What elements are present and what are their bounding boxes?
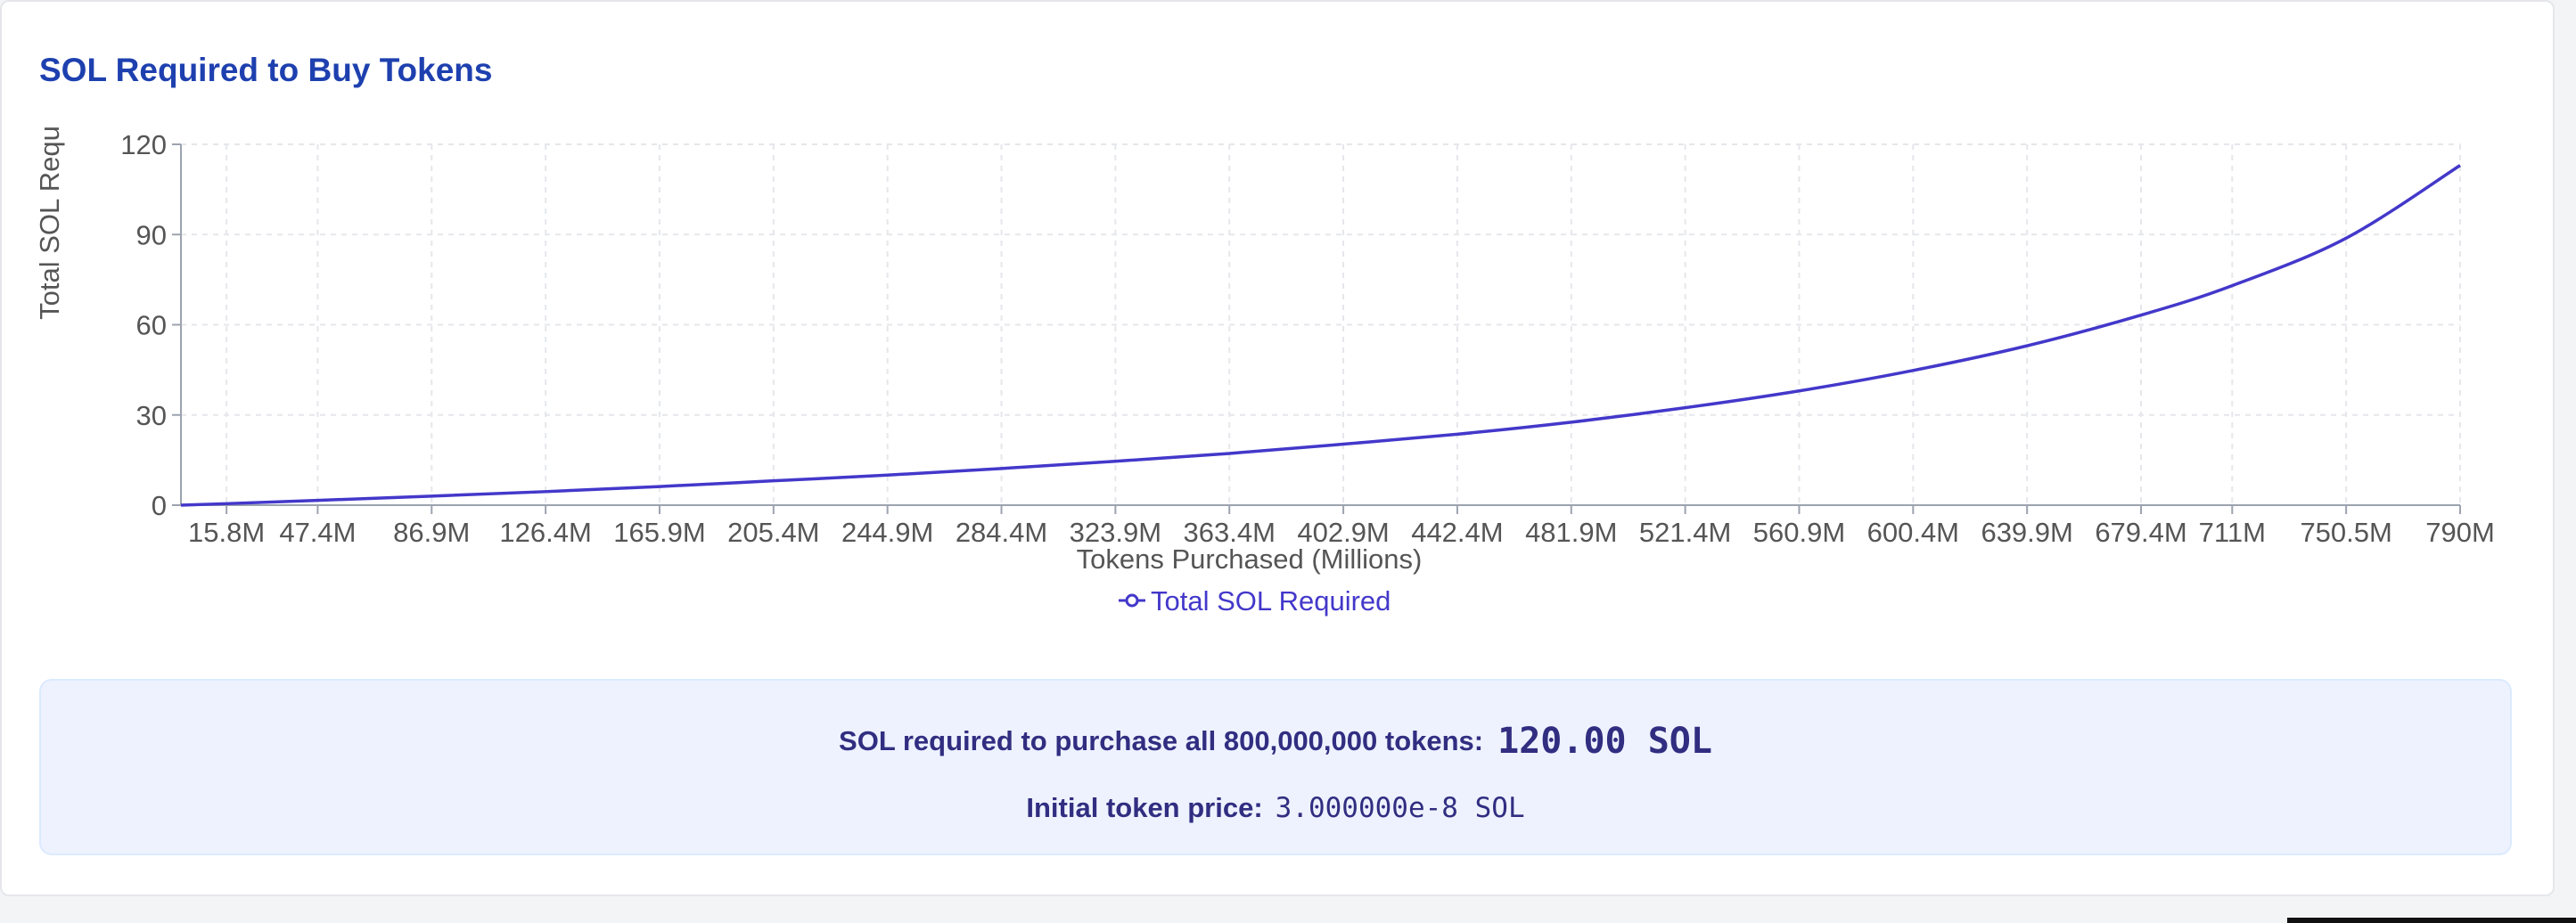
x-tick-label: 600.4M [1867,517,1959,548]
legend-marker-icon [1125,593,1139,608]
x-tick-label: 560.9M [1753,517,1845,548]
x-tick-label: 750.5M [2300,517,2391,548]
y-tick-label: 30 [136,400,167,431]
x-axis-label: Tokens Purchased (Millions) [1077,543,1423,575]
x-tick-label: 86.9M [393,517,470,548]
x-tick-label: 521.4M [1639,517,1731,548]
y-tick-label: 90 [136,219,167,250]
y-axis-label: Total SOL Requ [34,126,65,320]
x-tick-label: 205.4M [727,517,819,548]
x-tick-label: 679.4M [2095,517,2186,548]
chart-title: SOL Required to Buy Tokens [39,52,493,88]
price-value: 3.000000e-8 SOL [1275,792,1525,824]
x-tick-label: 442.4M [1411,517,1503,548]
price-summary: Initial token price: 3.000000e-8 SOL [41,786,2510,830]
x-tick-label: 363.4M [1184,517,1276,548]
purchase-label: SOL required to purchase all 800,000,000… [839,725,1484,756]
x-tick-label: 47.4M [279,517,356,548]
x-tick-label: 244.9M [841,517,933,548]
purchase-value: 120.00 SOL [1497,721,1712,762]
x-tick-label: 481.9M [1525,517,1617,548]
y-tick-label: 60 [136,310,167,341]
y-tick-label: 0 [152,490,167,521]
x-tick-label: 15.8M [188,517,265,548]
x-tick-label: 126.4M [499,517,591,548]
summary-panel: SOL required to purchase all 800,000,000… [39,679,2512,855]
series-line-total-sol [180,164,2461,507]
x-tick-label: 402.9M [1297,517,1389,548]
x-tick-label: 711M [2199,517,2266,548]
y-tick-label: 120 [120,129,167,160]
price-label: Initial token price: [1026,792,1263,823]
x-tick-label: 639.9M [1981,517,2072,548]
x-tick-label: 790M [2425,517,2495,548]
legend-label: Total SOL Required [1151,585,1391,617]
x-tick-label: 323.9M [1070,517,1161,548]
chart-card: SOL Required to Buy Tokens 0 30 60 90 120 15.… [0,0,2555,896]
x-tick-label: 165.9M [613,517,705,548]
purchase-summary: SOL required to purchase all 800,000,000… [41,716,2510,766]
window-edge [2287,918,2576,923]
x-tick-label: 284.4M [956,517,1047,548]
line-chart: 0 30 60 90 120 15.8M 47.4M 86.9M 126.4M 165.9M 205… [34,126,2495,617]
